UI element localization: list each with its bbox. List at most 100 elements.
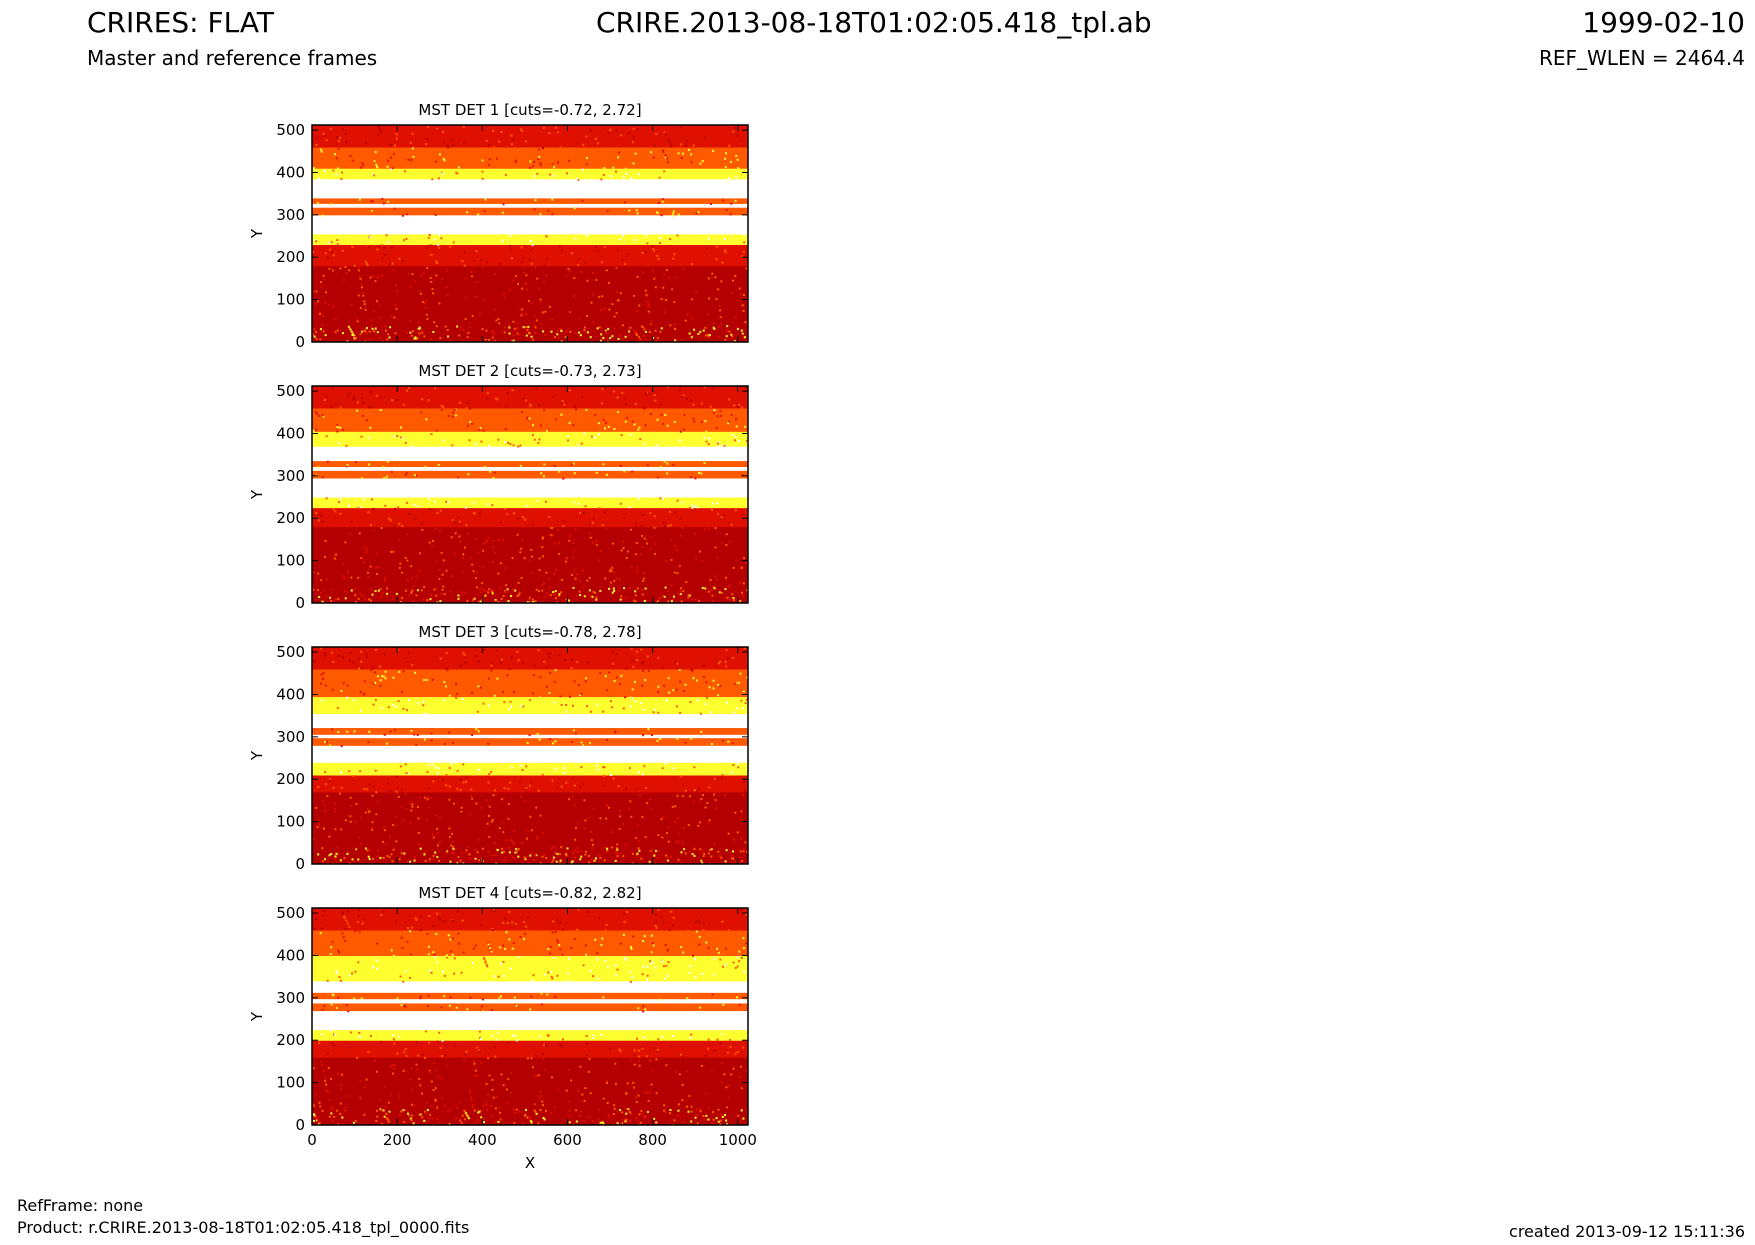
intensity-band-red (312, 386, 748, 409)
plot-frame (311, 385, 749, 604)
y-tick-label: 100 (276, 291, 305, 309)
intensity-band-red (312, 125, 748, 148)
intensity-band-white (312, 1010, 748, 1031)
intensity-band-yellow (312, 431, 748, 447)
intensity-band-orange (312, 207, 748, 216)
y-tick-label: 400 (276, 946, 305, 964)
intensity-band-orange (312, 147, 748, 169)
page-title: CRIRES: FLAT (87, 6, 274, 39)
panel-title: MST DET 3 [cuts=-0.78, 2.78] (418, 623, 641, 641)
file-name: CRIRE.2013-08-18T01:02:05.418_tpl.ab (596, 6, 1152, 39)
y-tick-label: 400 (276, 685, 305, 703)
intensity-band-red (312, 647, 748, 670)
intensity-band-white (312, 214, 748, 235)
y-axis-label: Y (248, 489, 266, 500)
heatmap-image (312, 647, 748, 864)
product-label: Product: r.CRIRE.2013-08-18T01:02:05.418… (17, 1218, 470, 1237)
created-timestamp: created 2013-09-12 15:11:36 (1509, 1222, 1745, 1241)
intensity-band-orange (312, 1002, 748, 1012)
x-tick-label: 400 (468, 1131, 497, 1149)
y-tick-label: 400 (276, 424, 305, 442)
y-tick-label: 500 (276, 382, 305, 400)
intensity-band-yellow (312, 696, 748, 715)
intensity-band-yellow (312, 955, 748, 982)
y-tick-label: 200 (276, 509, 305, 527)
y-tick-label: 300 (276, 206, 305, 224)
reference-wavelength: REF_WLEN = 2464.4 (1538, 46, 1745, 70)
y-tick-label: 200 (276, 248, 305, 266)
intensity-band-white (312, 713, 748, 729)
y-tick-label: 300 (276, 728, 305, 746)
y-tick-label: 100 (276, 813, 305, 831)
plot-frame (311, 646, 749, 865)
y-tick-label: 500 (276, 121, 305, 139)
panel-title: MST DET 1 [cuts=-0.72, 2.72] (418, 101, 641, 119)
y-tick-label: 300 (276, 989, 305, 1007)
intensity-band-red (312, 1040, 748, 1058)
y-tick-label: 400 (276, 163, 305, 181)
intensity-band-orange (312, 460, 748, 468)
plot-frame (311, 907, 749, 1126)
intensity-band-orange (312, 197, 748, 204)
intensity-band-orange (312, 737, 748, 746)
intensity-band-white (312, 998, 748, 1004)
y-tick-label: 500 (276, 643, 305, 661)
refframe-label: RefFrame: none (17, 1196, 144, 1215)
page-subtitle: Master and reference frames (87, 46, 378, 70)
intensity-band-orange (312, 930, 748, 956)
intensity-band-yellow (312, 762, 748, 776)
intensity-band-white (312, 446, 748, 462)
intensity-band-dark (312, 526, 748, 587)
intensity-band-red (312, 507, 748, 528)
intensity-band-orange (312, 470, 748, 479)
y-axis-label: Y (248, 228, 266, 239)
plot-frame (311, 124, 749, 343)
intensity-band-white (312, 178, 748, 199)
heatmap-image (312, 125, 748, 342)
y-tick-label: 300 (276, 467, 305, 485)
heatmap-panel-3: MST DET 3 [cuts=-0.78, 2.78] 0 100 200 300 40… (248, 623, 749, 873)
noise-speckles (312, 647, 748, 864)
y-axis-label: Y (248, 750, 266, 761)
heatmap-panel-2: MST DET 2 [cuts=-0.73, 2.73] 0 100 200 300 40… (248, 362, 749, 612)
intensity-band-orange (312, 408, 748, 432)
heatmap-image (312, 386, 748, 603)
observation-date: 1999-02-10 (1582, 6, 1745, 39)
intensity-band-dark (312, 1057, 748, 1109)
x-axis-label: X (525, 1154, 535, 1172)
intensity-band-red (312, 244, 748, 267)
y-tick-label: 100 (276, 552, 305, 570)
x-tick-label: 200 (383, 1131, 412, 1149)
intensity-band-dark (312, 791, 748, 848)
intensity-band-yellow (312, 168, 748, 180)
intensity-band-white (312, 745, 748, 763)
intensity-band-red (312, 908, 748, 931)
noise-speckles (312, 908, 748, 1125)
intensity-band-speckled (312, 586, 748, 603)
x-tick-label: 800 (638, 1131, 667, 1149)
x-tick-label: 0 (307, 1131, 317, 1149)
heatmap-panel-1: MST DET 1 [cuts=-0.72, 2.72] 0 100 200 300 40… (248, 101, 749, 351)
panel-title: MST DET 4 [cuts=-0.82, 2.82] (418, 884, 641, 902)
intensity-band-white (312, 466, 748, 471)
intensity-band-orange (312, 669, 748, 698)
intensity-band-orange (312, 992, 748, 1000)
intensity-band-yellow (312, 233, 748, 246)
y-tick-label: 0 (295, 855, 305, 873)
x-tick-label: 1000 (719, 1131, 757, 1149)
intensity-band-white (312, 980, 748, 993)
y-tick-label: 0 (295, 333, 305, 351)
intensity-band-yellow (312, 1029, 748, 1041)
intensity-band-white (312, 477, 748, 498)
x-tick-label: 600 (553, 1131, 582, 1149)
heatmap-panel-4: MST DET 4 [cuts=-0.82, 2.82] 0 100 200 300 40… (248, 884, 757, 1172)
y-tick-label: 200 (276, 770, 305, 788)
intensity-band-orange (312, 727, 748, 735)
intensity-band-yellow (312, 497, 748, 509)
y-tick-label: 200 (276, 1031, 305, 1049)
heatmap-image (312, 908, 748, 1125)
y-tick-label: 500 (276, 904, 305, 922)
y-axis-label: Y (248, 1011, 266, 1022)
noise-speckles (312, 386, 748, 603)
